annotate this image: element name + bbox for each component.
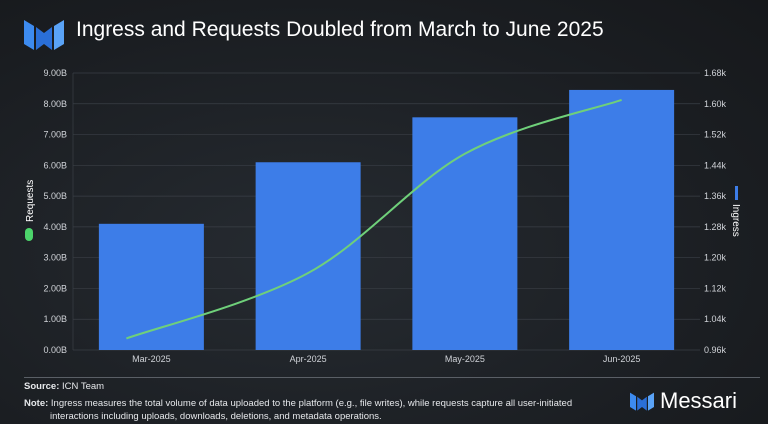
right-tick-label: 1.04k <box>704 314 727 324</box>
note: Note: Ingress measures the total volume … <box>24 398 573 422</box>
x-tick-label: Jun-2025 <box>603 354 641 364</box>
right-tick-label: 1.60k <box>704 99 727 109</box>
x-tick-label: Apr-2025 <box>290 354 327 364</box>
left-tick-label: 5.00B <box>43 191 67 201</box>
right-tick-label: 0.96k <box>704 345 727 355</box>
left-tick-label: 3.00B <box>43 253 67 263</box>
messari-logo-icon <box>630 392 654 411</box>
x-tick-label: May-2025 <box>445 354 485 364</box>
bar <box>569 89 675 350</box>
left-tick-label: 0.00B <box>43 345 67 355</box>
source: Source: ICN Team <box>24 381 105 392</box>
left-tick-label: 6.00B <box>43 160 67 170</box>
ingress-legend-marker <box>735 186 738 200</box>
divider <box>24 377 760 378</box>
right-tick-label: 1.28k <box>704 222 727 232</box>
brand: Messari <box>630 388 737 414</box>
left-tick-label: 9.00B <box>43 68 67 78</box>
messari-logo-icon <box>24 20 64 50</box>
right-tick-label: 1.68k <box>704 68 727 78</box>
left-axis-label: Requests <box>25 180 36 222</box>
bar <box>255 162 361 350</box>
right-axis-label: Ingress <box>730 204 741 237</box>
right-tick-label: 1.12k <box>704 283 727 293</box>
left-tick-label: 2.00B <box>43 283 67 293</box>
right-tick-label: 1.36k <box>704 191 727 201</box>
brand-name: Messari <box>660 388 738 413</box>
right-tick-label: 1.44k <box>704 160 727 170</box>
right-tick-label: 1.20k <box>704 253 727 263</box>
bar <box>98 223 204 350</box>
requests-legend-marker <box>25 228 33 241</box>
left-tick-label: 8.00B <box>43 99 67 109</box>
left-tick-label: 4.00B <box>43 222 67 232</box>
left-tick-label: 1.00B <box>43 314 67 324</box>
chart-title: Ingress and Requests Doubled from March … <box>76 18 604 41</box>
left-tick-label: 7.00B <box>43 130 67 140</box>
bar <box>412 117 518 350</box>
x-tick-label: Mar-2025 <box>132 354 171 364</box>
chart: 0.00B 0.96k 1.00B 1.04k 2.00B 1.12k 3.00B 1.20k… <box>25 68 741 364</box>
ingress-line <box>126 98 622 340</box>
right-tick-label: 1.52k <box>704 130 727 140</box>
